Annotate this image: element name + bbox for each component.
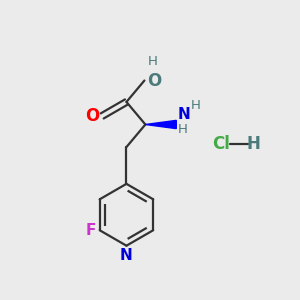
Text: N: N — [120, 248, 133, 263]
Text: N: N — [178, 107, 190, 122]
Text: O: O — [147, 71, 161, 89]
Text: H: H — [178, 123, 188, 136]
Text: H: H — [190, 99, 200, 112]
Text: F: F — [86, 223, 96, 238]
Polygon shape — [146, 120, 176, 129]
Text: H: H — [246, 135, 260, 153]
Text: Cl: Cl — [212, 135, 230, 153]
Text: H: H — [148, 55, 158, 68]
Text: O: O — [85, 107, 100, 125]
